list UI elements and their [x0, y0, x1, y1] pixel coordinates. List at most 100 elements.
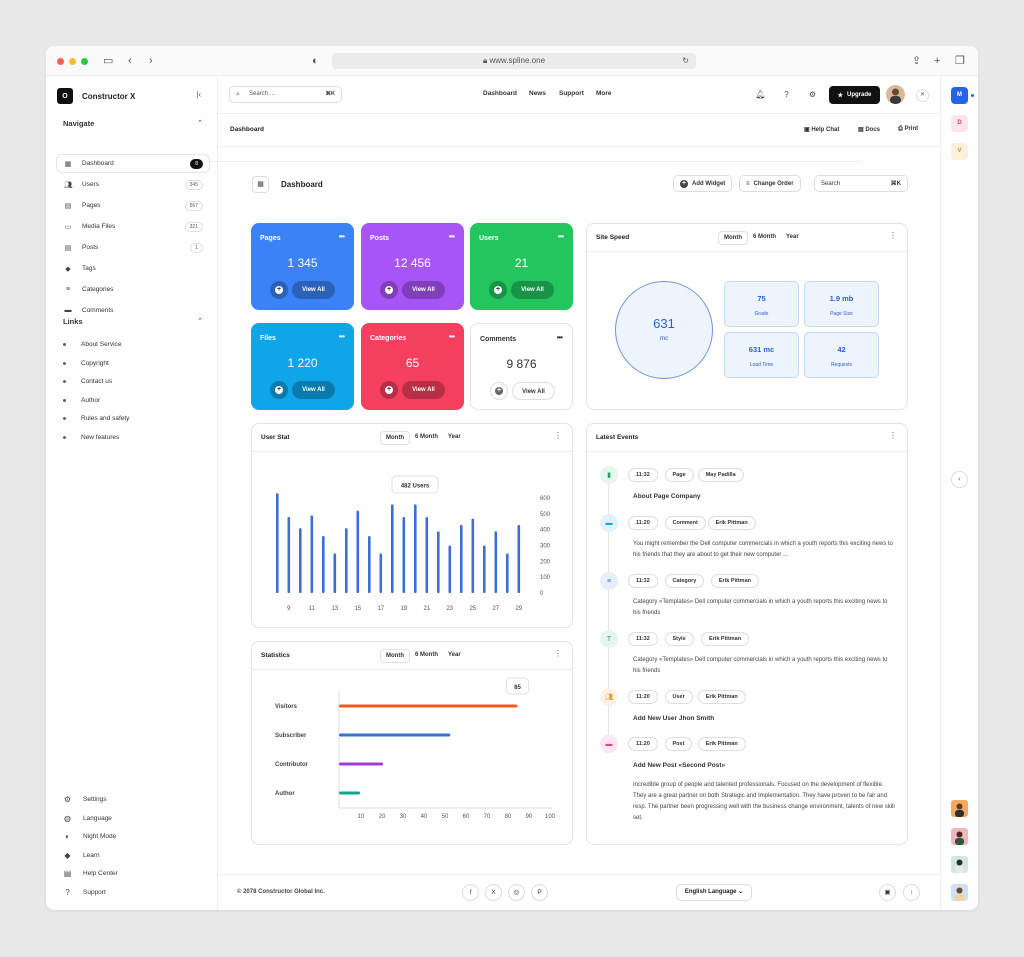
view-all-button[interactable]: View All — [511, 281, 554, 299]
more-options-icon[interactable]: ••• — [557, 232, 564, 241]
more-options-icon[interactable]: ⋮ — [554, 649, 562, 658]
add-widget-button[interactable]: + Add Widget — [673, 175, 733, 192]
view-all-button[interactable]: View All — [402, 281, 445, 299]
reload-icon[interactable]: ↻ — [682, 56, 689, 65]
event-user[interactable]: Erik Pittman — [701, 632, 750, 646]
event-user[interactable]: Erik Pittman — [697, 737, 746, 751]
event-type[interactable]: Style — [664, 632, 694, 646]
sidebar-toggle-icon[interactable]: ▭ — [103, 55, 114, 67]
back-icon[interactable]: ‹ — [128, 55, 132, 67]
brand[interactable]: O Constructor X — [57, 88, 135, 104]
tab-year[interactable]: Year — [786, 234, 799, 240]
contact-avatar[interactable] — [951, 800, 968, 817]
add-button[interactable]: + — [380, 281, 398, 299]
sidebar-item-users[interactable]: 👥︎ Users 345 — [57, 176, 209, 193]
event-user[interactable]: Erik Pittman — [697, 690, 746, 704]
sidebar-language[interactable]: ◍ Language — [64, 813, 112, 823]
more-options-icon[interactable]: ⋮ — [889, 431, 897, 440]
contact-avatar[interactable] — [951, 856, 968, 873]
event-user[interactable]: Erik Pittman — [707, 516, 756, 530]
sidebar-learn[interactable]: ◆ Learn — [64, 850, 100, 860]
tab-month[interactable]: Month — [380, 649, 410, 663]
upgrade-button[interactable]: ★ Upgrade — [829, 86, 880, 104]
language-select[interactable]: English Language ⌄ — [676, 884, 752, 901]
new-tab-icon[interactable]: + — [934, 55, 941, 67]
shield-icon[interactable]: ◐ — [312, 55, 319, 67]
gear-icon[interactable]: ⚙ — [808, 90, 817, 99]
close-window-button[interactable] — [57, 58, 64, 65]
sidebar-settings[interactable]: ⚙ Settings — [63, 795, 107, 804]
print-link[interactable]: ⎙ Print — [898, 126, 919, 132]
grid-icon[interactable]: ▦ — [252, 176, 269, 193]
chat-icon[interactable]: ▣ — [879, 884, 896, 901]
event-type[interactable]: Category — [664, 574, 705, 588]
sidebar-help-center[interactable]: ▤ Help Center — [63, 869, 118, 879]
dashboard-search-input[interactable]: Search ⌘K — [814, 175, 908, 192]
minimize-window-button[interactable] — [69, 58, 76, 65]
help-icon[interactable]: ? — [784, 90, 789, 99]
sidebar-support[interactable]: ? Support — [63, 888, 106, 897]
view-all-button[interactable]: View All — [292, 381, 335, 399]
forward-icon[interactable]: › — [149, 55, 153, 67]
workspace-v[interactable]: V — [951, 143, 968, 160]
view-all-button[interactable]: View All — [402, 381, 445, 399]
expand-panel-button[interactable]: ‹ — [951, 471, 968, 488]
sidebar-item-media-files[interactable]: ▭ Media Files 321 — [57, 218, 209, 235]
link-contact-us[interactable]: Contact us — [63, 378, 112, 385]
tab-month[interactable]: Month — [718, 231, 748, 245]
menu-more[interactable]: More — [596, 90, 612, 97]
maximize-window-button[interactable] — [81, 58, 88, 65]
pinterest-icon[interactable]: P — [531, 884, 548, 901]
more-options-icon[interactable]: ⋮ — [554, 431, 562, 440]
more-options-icon[interactable]: ••• — [448, 232, 455, 241]
tab-6-month[interactable]: 6 Month — [415, 652, 438, 658]
change-order-button[interactable]: ≡ Change Order — [739, 175, 801, 192]
sidebar-item-pages[interactable]: ▤ Pages 567 — [57, 197, 209, 214]
add-button[interactable]: + — [270, 381, 288, 399]
sidebar-item-tags[interactable]: ◆ Tags — [57, 260, 209, 277]
more-options-icon[interactable]: ••• — [338, 232, 345, 241]
tab-6-month[interactable]: 6 Month — [415, 434, 438, 440]
view-all-button[interactable]: View All — [512, 382, 555, 400]
menu-support[interactable]: Support — [559, 90, 584, 97]
tab-6-month[interactable]: 6 Month — [753, 234, 776, 240]
event-type[interactable]: User — [664, 690, 693, 704]
link-copyright[interactable]: Copyright — [63, 360, 109, 367]
search-input[interactable]: ⌕ Search ... ⌘K — [229, 86, 342, 103]
more-options-icon[interactable]: ••• — [338, 332, 345, 341]
url-bar[interactable]: 🔒︎ www.spline.one ↻ — [332, 53, 696, 69]
tab-year[interactable]: Year — [448, 652, 461, 658]
add-button[interactable]: + — [490, 382, 508, 400]
close-icon[interactable]: ✕ — [916, 89, 929, 102]
event-type[interactable]: Comment — [664, 516, 706, 530]
instagram-icon[interactable]: ◎ — [508, 884, 525, 901]
menu-news[interactable]: News — [529, 90, 546, 97]
workspace-d[interactable]: D — [951, 115, 968, 132]
sidebar-night-mode[interactable]: ◐ Night Mode — [63, 832, 116, 841]
avatar[interactable] — [886, 85, 905, 104]
add-button[interactable]: + — [380, 381, 398, 399]
add-button[interactable]: + — [489, 281, 507, 299]
add-button[interactable]: + — [270, 281, 288, 299]
sidebar-item-posts[interactable]: ▤ Posts 1 — [57, 239, 209, 256]
more-options-icon[interactable]: ••• — [556, 333, 563, 342]
sidebar-item-categories[interactable]: ≡ Categories — [57, 281, 209, 298]
link-author[interactable]: Author — [63, 397, 100, 404]
workspace-m[interactable]: M — [951, 87, 968, 104]
event-user[interactable]: Erik Pittman — [710, 574, 759, 588]
scroll-top-icon[interactable]: ↑ — [903, 884, 920, 901]
collapse-sidebar-icon[interactable]: |‹ — [196, 90, 201, 99]
links-section-title[interactable]: Links ⌃ — [63, 317, 203, 326]
link-rules-and-safety[interactable]: Rules and safety — [63, 415, 129, 422]
more-options-icon[interactable]: ••• — [448, 332, 455, 341]
tabs-overview-icon[interactable]: ❐ — [955, 55, 965, 67]
link-new-features[interactable]: New features — [63, 434, 119, 441]
sidebar-item-dashboard[interactable]: ▦ Dashboard 8 — [57, 155, 209, 172]
event-type[interactable]: Post — [664, 737, 693, 751]
contact-avatar[interactable] — [951, 884, 968, 901]
x-twitter-icon[interactable]: X — [485, 884, 502, 901]
docs-link[interactable]: ▤ Docs — [858, 127, 881, 133]
tab-year[interactable]: Year — [448, 434, 461, 440]
event-type[interactable]: Page — [664, 468, 694, 482]
view-all-button[interactable]: View All — [292, 281, 335, 299]
